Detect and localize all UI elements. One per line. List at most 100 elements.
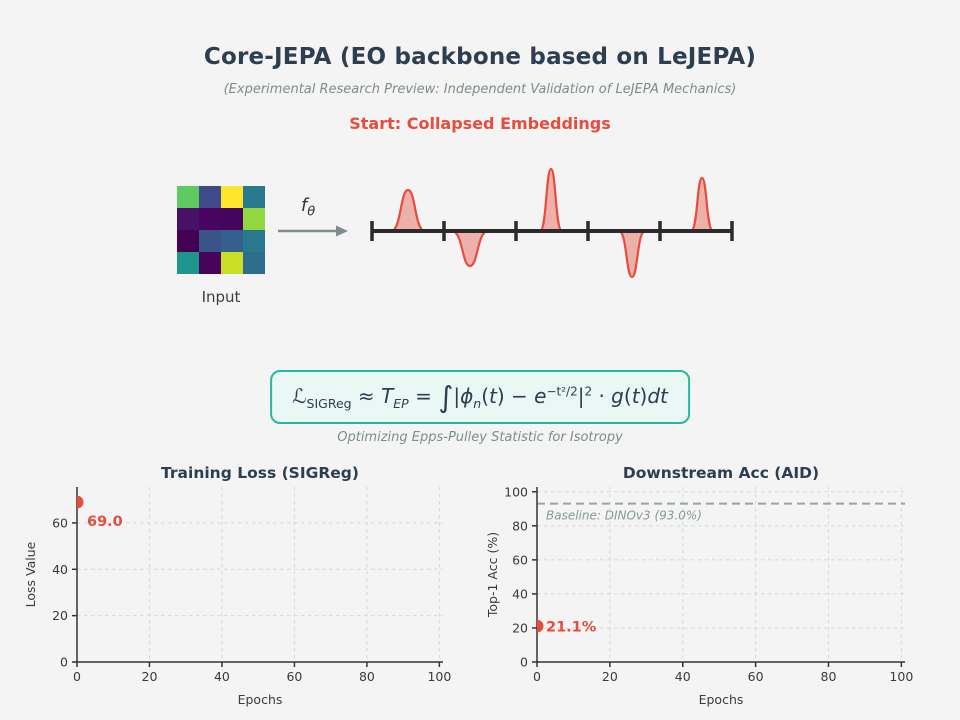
y-tick-label: 40 <box>512 586 528 601</box>
x-tick-label: 80 <box>821 669 837 684</box>
chart-title: Downstream Acc (AID) <box>623 464 819 482</box>
encoder-function-label: fθ <box>263 195 353 220</box>
x-axis-label: Epochs <box>699 692 744 707</box>
patch-cell <box>177 230 199 252</box>
formula-part: ∫ <box>438 380 454 414</box>
patch-cell <box>243 208 265 230</box>
y-tick-label: 20 <box>52 608 68 623</box>
x-tick-label: 0 <box>73 669 81 684</box>
y-tick-label: 100 <box>504 484 528 499</box>
encoder-symbol: f <box>300 195 308 216</box>
x-tick-label: 80 <box>359 669 375 684</box>
x-tick-label: 60 <box>286 669 302 684</box>
x-tick-label: 40 <box>675 669 691 684</box>
y-tick-label: 60 <box>512 552 528 567</box>
arrow-head <box>336 225 348 237</box>
formula-part: ℒ <box>292 384 307 408</box>
formula-part: ( <box>481 384 490 408</box>
y-tick-label: 20 <box>512 620 528 635</box>
formula-caption: Optimizing Epps-Pulley Statistic for Iso… <box>337 430 623 445</box>
y-tick-label: 60 <box>52 515 68 530</box>
data-point-label: 21.1% <box>546 620 597 636</box>
x-tick-label: 0 <box>533 669 541 684</box>
embedding-axis-svg <box>370 167 734 279</box>
patch-cell <box>243 230 265 252</box>
chart-title: Training Loss (SIGReg) <box>161 464 359 482</box>
x-tick-label: 100 <box>889 669 913 684</box>
page-subtitle: (Experimental Research Preview: Independ… <box>223 82 737 97</box>
patch-cell <box>177 186 199 208</box>
formula-part: dt <box>647 384 668 408</box>
formula-part: t <box>631 384 640 408</box>
page-title: Core-JEPA (EO backbone based on LeJEPA) <box>203 44 757 70</box>
x-tick-label: 60 <box>748 669 764 684</box>
patch-cell <box>199 252 221 274</box>
formula-part: | <box>577 384 585 408</box>
patch-cell <box>177 252 199 274</box>
input-label: Input <box>201 288 241 306</box>
encoder-arrow-svg <box>278 225 348 237</box>
baseline-label: Baseline: DINOv3 (93.0%) <box>546 509 702 523</box>
density-bump <box>389 188 427 233</box>
formula-part: ≈ <box>351 384 382 408</box>
formula-part: ) − <box>496 384 535 408</box>
chart-training-loss: 0 20 40 60 80 100 0 20 40 60 Training Loss (SIGReg… <box>10 460 470 716</box>
y-tick-label: 40 <box>52 562 68 577</box>
formula-box: ℒSIGReg ≈ TEP = ∫|ϕn(t) − e−t²/2|2 · g(t… <box>270 370 690 424</box>
patch-cell <box>221 252 243 274</box>
patch-cell <box>243 186 265 208</box>
formula-part: t <box>489 384 497 408</box>
data-points-group <box>537 619 544 633</box>
patch-cell <box>199 208 221 230</box>
patch-cell <box>199 186 221 208</box>
patch-cell <box>221 230 243 252</box>
x-axis-label: Epochs <box>238 692 283 707</box>
data-points-group <box>77 495 84 509</box>
x-tick-label: 20 <box>142 669 158 684</box>
formula-part: | <box>453 384 461 408</box>
y-axis-label: Loss Value <box>23 541 38 607</box>
formula-part: e <box>534 384 547 408</box>
density-bump <box>617 229 647 279</box>
encoder-symbol-sub: θ <box>307 204 316 220</box>
patch-cell <box>243 252 265 274</box>
y-tick-label: 0 <box>520 655 528 670</box>
chart-svg: 0 20 40 60 80 100 0 20 40 60 Training Loss (SIGReg… <box>23 464 451 707</box>
formula-part: T <box>381 384 394 408</box>
x-tick-label: 20 <box>602 669 618 684</box>
input-patch-grid <box>177 186 265 274</box>
density-bump <box>689 176 715 233</box>
patch-cell <box>221 186 243 208</box>
formula-part: · <box>592 384 612 408</box>
formula-part: = <box>408 384 439 408</box>
formula-part: ( <box>623 384 632 408</box>
embedding-distribution-plot <box>365 140 745 294</box>
density-bump <box>538 167 564 233</box>
data-point <box>537 619 544 633</box>
y-tick-label: 80 <box>512 518 528 533</box>
y-axis-label: Top-1 Acc (%) <box>485 532 500 618</box>
patch-cell <box>199 230 221 252</box>
y-tick-label: 0 <box>60 655 68 670</box>
formula-part: −t²/2 <box>546 384 578 399</box>
chart-downstream-acc: Baseline: DINOv3 (93.0%) 0 20 40 60 80 100 0 20 4… <box>480 460 950 716</box>
patch-cell <box>177 208 199 230</box>
density-bump <box>450 229 490 268</box>
formula-part: n <box>473 396 482 411</box>
patch-cell <box>221 208 243 230</box>
formula-part: g <box>611 384 624 408</box>
chart-svg: Baseline: DINOv3 (93.0%) 0 20 40 60 80 100 0 20 4… <box>485 464 913 707</box>
formula-part: ) <box>639 384 648 408</box>
formula-part: EP <box>393 396 409 411</box>
formula-part: ϕ <box>460 384 474 408</box>
x-tick-label: 100 <box>427 669 451 684</box>
formula-part: 2 <box>584 384 593 399</box>
formula-part: SIGReg <box>306 396 352 411</box>
data-point <box>77 495 84 509</box>
phase-label: Start: Collapsed Embeddings <box>349 114 611 133</box>
encoder-arrow-icon <box>268 201 358 265</box>
x-tick-label: 40 <box>214 669 230 684</box>
data-point-label: 69.0 <box>87 514 123 530</box>
formula-text: ℒSIGReg ≈ TEP = ∫|ϕn(t) − e−t²/2|2 · g(t… <box>292 380 668 414</box>
